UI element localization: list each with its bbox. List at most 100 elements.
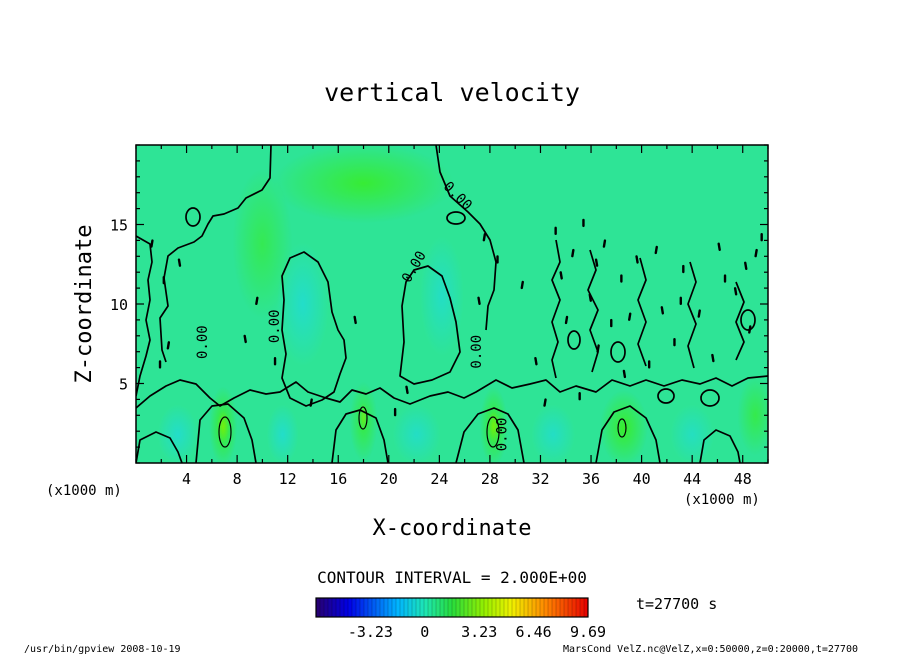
colorbar-cell	[444, 598, 449, 617]
x-tick-label: 4	[182, 470, 191, 488]
colorbar-cell	[564, 598, 569, 617]
colorbar-cell	[440, 598, 445, 617]
contour-fragment-11	[405, 385, 409, 395]
contour-label-5: 0.00	[494, 418, 510, 452]
colorbar-cell	[396, 598, 401, 617]
shade-11	[392, 404, 441, 463]
colorbar-cell	[476, 598, 481, 617]
contour-right-wiggle-4	[687, 261, 697, 369]
y-tick-label: 5	[119, 376, 128, 394]
colorbar-cell	[560, 598, 565, 617]
colorbar-cell	[460, 598, 465, 617]
colorbar-cell	[376, 598, 381, 617]
contour-fragment-12	[482, 233, 487, 242]
contour-lower-band	[136, 375, 768, 409]
colorbar-cell	[528, 598, 533, 617]
colorbar-cell	[352, 598, 357, 617]
footer-right: MarsCond_VelZ.nc@VelZ,x=0:50000,z=0:2000…	[563, 644, 858, 654]
contour-small-features	[150, 218, 763, 417]
contour-top-dome-right	[435, 145, 497, 331]
colorbar-cell	[412, 598, 417, 617]
colorbar-cell	[316, 598, 321, 617]
contour-fragment-29	[733, 287, 738, 296]
colorbar-cell	[452, 598, 457, 617]
y-axis: 5 10 15	[110, 144, 768, 464]
plot-area: 0.000.000.000.00 0.000.00	[136, 145, 768, 463]
colorbar-cell	[348, 598, 353, 617]
contour-fragment-3	[166, 341, 171, 350]
contour-fragment-5	[243, 334, 247, 344]
colorbar-cell	[404, 598, 409, 617]
colorbar-cell	[328, 598, 333, 617]
contour-loop-d	[486, 416, 500, 448]
x-tick-label: 16	[329, 470, 347, 488]
contour-fragment-0	[150, 239, 154, 248]
contour-fragment-27	[754, 248, 758, 258]
contour-fragment-18	[571, 248, 575, 258]
contour-label-4: 0.00	[469, 335, 485, 369]
colorbar-cell	[388, 598, 393, 617]
contour-label-2: 0.00	[267, 309, 283, 343]
contour-fragment-20	[594, 258, 599, 267]
contour-right-wiggle-3	[637, 257, 647, 367]
contour-bottom-lobe-4	[455, 407, 525, 463]
shade-1	[232, 168, 293, 319]
colorbar-cell	[544, 598, 549, 617]
colorbar-cell	[392, 598, 397, 617]
contour-top-dome	[159, 145, 272, 363]
contour-fragment-21	[602, 239, 607, 248]
x-axis-label: X-coordinate	[373, 516, 532, 541]
x-tick-label: 32	[531, 470, 549, 488]
colorbar-cell	[576, 598, 581, 617]
colorbar-cell	[484, 598, 489, 617]
contour-loop-g	[567, 330, 581, 350]
contour-fragment-47	[744, 261, 748, 271]
contour-fragment-6	[255, 296, 259, 306]
colorbar-cell	[508, 598, 513, 617]
chart-title: vertical velocity	[324, 78, 580, 107]
colorbar-cell	[456, 598, 461, 617]
contour-loop-h	[610, 341, 626, 363]
field-shading	[157, 145, 768, 463]
contour-loop-i	[657, 388, 675, 404]
colorbar-cell	[340, 598, 345, 617]
colorbar-cell	[516, 598, 521, 617]
x-tick-label: 44	[683, 470, 701, 488]
contour-tall-column	[281, 251, 347, 407]
time-label: t=27700 s	[636, 595, 717, 613]
colorbar-cell	[364, 598, 369, 617]
colorbar-cell	[408, 598, 413, 617]
contour-fragment-17	[559, 271, 563, 280]
colorbar-cell	[360, 598, 365, 617]
shade-0	[273, 145, 454, 224]
contour-loop-k	[446, 211, 466, 225]
contour-fragment-14	[477, 296, 481, 306]
colorbar-cell	[416, 598, 421, 617]
colorbar-cell	[548, 598, 553, 617]
colorbar-cell	[384, 598, 389, 617]
contour-fragment-23	[635, 255, 639, 264]
colorbar-cell	[428, 598, 433, 617]
contour-label-3: 0.00	[195, 325, 211, 359]
contour-loop-b	[218, 416, 232, 448]
colorbar-cell	[320, 598, 325, 617]
contour-fragment-44	[588, 293, 592, 302]
colorbar-cell	[480, 598, 485, 617]
contour-loop-a	[185, 207, 201, 227]
colorbar-cell	[332, 598, 337, 617]
x-tick-label: 28	[481, 470, 499, 488]
colorbar-cell	[496, 598, 501, 617]
colorbar-cell	[336, 598, 341, 617]
contour-fragment-35	[622, 369, 627, 379]
colorbar-cell	[552, 598, 557, 617]
x-tick-label: 24	[430, 470, 448, 488]
contour-fragment-9	[309, 398, 313, 407]
colorbar-tick-label: 6.46	[516, 623, 552, 641]
contour-right-wiggle	[551, 239, 561, 379]
shade-8	[419, 236, 464, 357]
contour-center-column	[399, 265, 461, 385]
colorbar-cell	[432, 598, 437, 617]
colorbar-cell	[420, 598, 425, 617]
contour-fragment-42	[628, 312, 632, 321]
